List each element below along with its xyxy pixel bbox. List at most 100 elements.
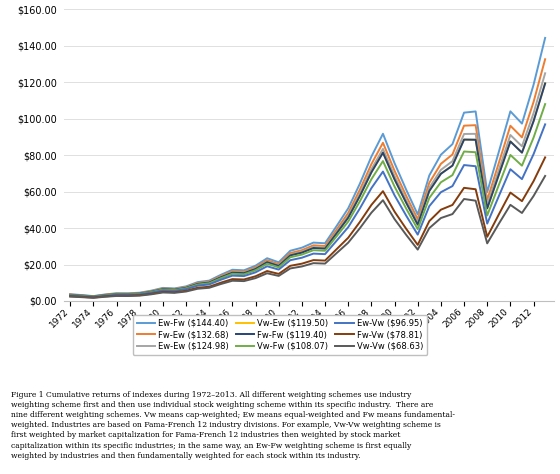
Ew-Fw ($144.40) xyxy=(437,152,444,157)
Vw-Ew ($119.50) xyxy=(368,169,375,175)
Vw-Ew ($119.50) xyxy=(333,230,340,236)
Fw-Vw ($78.81) xyxy=(449,202,456,208)
Ew-Vw ($96.95) xyxy=(276,267,282,273)
Line: Vw-Ew ($119.50): Vw-Ew ($119.50) xyxy=(70,83,545,297)
Ew-Fw ($144.40) xyxy=(148,288,155,293)
Ew-Ew ($124.98) xyxy=(519,144,525,149)
Ew-Vw ($96.95) xyxy=(90,294,97,300)
Ew-Vw ($96.95) xyxy=(136,292,143,297)
Ew-Fw ($144.40) xyxy=(507,109,514,114)
Vw-Fw ($108.07) xyxy=(252,267,259,273)
Fw-Fw ($119.40) xyxy=(542,81,548,86)
Vw-Vw ($68.63) xyxy=(391,216,398,222)
Ew-Ew ($124.98) xyxy=(252,265,259,271)
Fw-Ew ($132.68) xyxy=(426,180,433,186)
Vw-Vw ($68.63) xyxy=(484,240,491,246)
Fw-Vw ($78.81) xyxy=(252,273,259,279)
Vw-Fw ($108.07) xyxy=(90,294,97,300)
Ew-Vw ($96.95) xyxy=(125,292,132,298)
Ew-Ew ($124.98) xyxy=(171,287,178,292)
Ew-Ew ($124.98) xyxy=(148,289,155,294)
Vw-Ew ($119.50) xyxy=(241,270,248,276)
Fw-Vw ($78.81) xyxy=(160,289,166,295)
Fw-Ew ($132.68) xyxy=(391,168,398,173)
Vw-Fw ($108.07) xyxy=(345,219,352,225)
Fw-Fw ($119.40) xyxy=(194,281,201,287)
Ew-Fw ($144.40) xyxy=(90,293,97,299)
Fw-Ew ($132.68) xyxy=(484,197,491,203)
Vw-Vw ($68.63) xyxy=(78,294,85,300)
Fw-Fw ($119.40) xyxy=(252,266,259,272)
Ew-Vw ($96.95) xyxy=(530,151,537,157)
Ew-Fw ($144.40) xyxy=(356,181,363,187)
Ew-Fw ($144.40) xyxy=(287,248,293,254)
Fw-Fw ($119.40) xyxy=(264,259,270,265)
Ew-Vw ($96.95) xyxy=(310,251,317,256)
Vw-Ew ($119.50) xyxy=(542,81,548,86)
Ew-Fw ($144.40) xyxy=(252,263,259,269)
Vw-Vw ($68.63) xyxy=(183,289,189,294)
Vw-Fw ($108.07) xyxy=(507,152,514,158)
Vw-Ew ($119.50) xyxy=(206,280,213,285)
Ew-Fw ($144.40) xyxy=(391,160,398,166)
Vw-Vw ($68.63) xyxy=(194,286,201,292)
Fw-Vw ($78.81) xyxy=(298,261,305,266)
Fw-Ew ($132.68) xyxy=(148,288,155,294)
Fw-Vw ($78.81) xyxy=(507,190,514,195)
Fw-Vw ($78.81) xyxy=(472,186,479,192)
Vw-Ew ($119.50) xyxy=(321,246,328,251)
Vw-Ew ($119.50) xyxy=(78,293,85,299)
Fw-Vw ($78.81) xyxy=(67,293,73,299)
Vw-Vw ($68.63) xyxy=(101,294,108,300)
Ew-Fw ($144.40) xyxy=(380,131,386,137)
Vw-Vw ($68.63) xyxy=(519,210,525,216)
Fw-Fw ($119.40) xyxy=(426,188,433,194)
Ew-Fw ($144.40) xyxy=(414,211,421,217)
Ew-Vw ($96.95) xyxy=(345,224,352,230)
Fw-Ew ($132.68) xyxy=(437,161,444,167)
Line: Ew-Ew ($124.98): Ew-Ew ($124.98) xyxy=(70,73,545,296)
Vw-Ew ($119.50) xyxy=(276,263,282,269)
Vw-Ew ($119.50) xyxy=(194,281,201,287)
Fw-Ew ($132.68) xyxy=(264,257,270,263)
Fw-Vw ($78.81) xyxy=(414,242,421,248)
Fw-Fw ($119.40) xyxy=(206,280,213,285)
Vw-Fw ($108.07) xyxy=(484,213,491,219)
Fw-Vw ($78.81) xyxy=(183,288,189,293)
Ew-Fw ($144.40) xyxy=(217,272,224,278)
Vw-Vw ($68.63) xyxy=(252,275,259,281)
Ew-Vw ($96.95) xyxy=(264,264,270,269)
Fw-Fw ($119.40) xyxy=(530,118,537,124)
Fw-Vw ($78.81) xyxy=(148,291,155,297)
Ew-Vw ($96.95) xyxy=(449,183,456,189)
Fw-Fw ($119.40) xyxy=(90,294,97,300)
Fw-Fw ($119.40) xyxy=(321,246,328,251)
Fw-Fw ($119.40) xyxy=(437,171,444,177)
Fw-Ew ($132.68) xyxy=(472,122,479,128)
Vw-Ew ($119.50) xyxy=(380,150,386,155)
Fw-Ew ($132.68) xyxy=(519,135,525,140)
Ew-Fw ($144.40) xyxy=(171,285,178,291)
Fw-Ew ($132.68) xyxy=(496,160,502,166)
Fw-Ew ($132.68) xyxy=(298,247,305,253)
Ew-Ew ($124.98) xyxy=(101,292,108,298)
Vw-Vw ($68.63) xyxy=(125,293,132,299)
Fw-Ew ($132.68) xyxy=(67,292,73,297)
Fw-Fw ($119.40) xyxy=(472,137,479,143)
Ew-Vw ($96.95) xyxy=(391,192,398,198)
Ew-Ew ($124.98) xyxy=(125,291,132,297)
Ew-Ew ($124.98) xyxy=(380,146,386,152)
Ew-Ew ($124.98) xyxy=(113,291,120,297)
Vw-Ew ($119.50) xyxy=(403,200,409,205)
Fw-Vw ($78.81) xyxy=(321,258,328,264)
Fw-Ew ($132.68) xyxy=(530,99,537,105)
Ew-Vw ($96.95) xyxy=(113,292,120,298)
Ew-Fw ($144.40) xyxy=(298,245,305,251)
Vw-Fw ($108.07) xyxy=(310,247,317,253)
Fw-Fw ($119.40) xyxy=(345,215,352,220)
Vw-Vw ($68.63) xyxy=(507,202,514,208)
Fw-Vw ($78.81) xyxy=(125,293,132,299)
Fw-Vw ($78.81) xyxy=(194,285,201,291)
Fw-Ew ($132.68) xyxy=(78,292,85,298)
Vw-Fw ($108.07) xyxy=(113,292,120,297)
